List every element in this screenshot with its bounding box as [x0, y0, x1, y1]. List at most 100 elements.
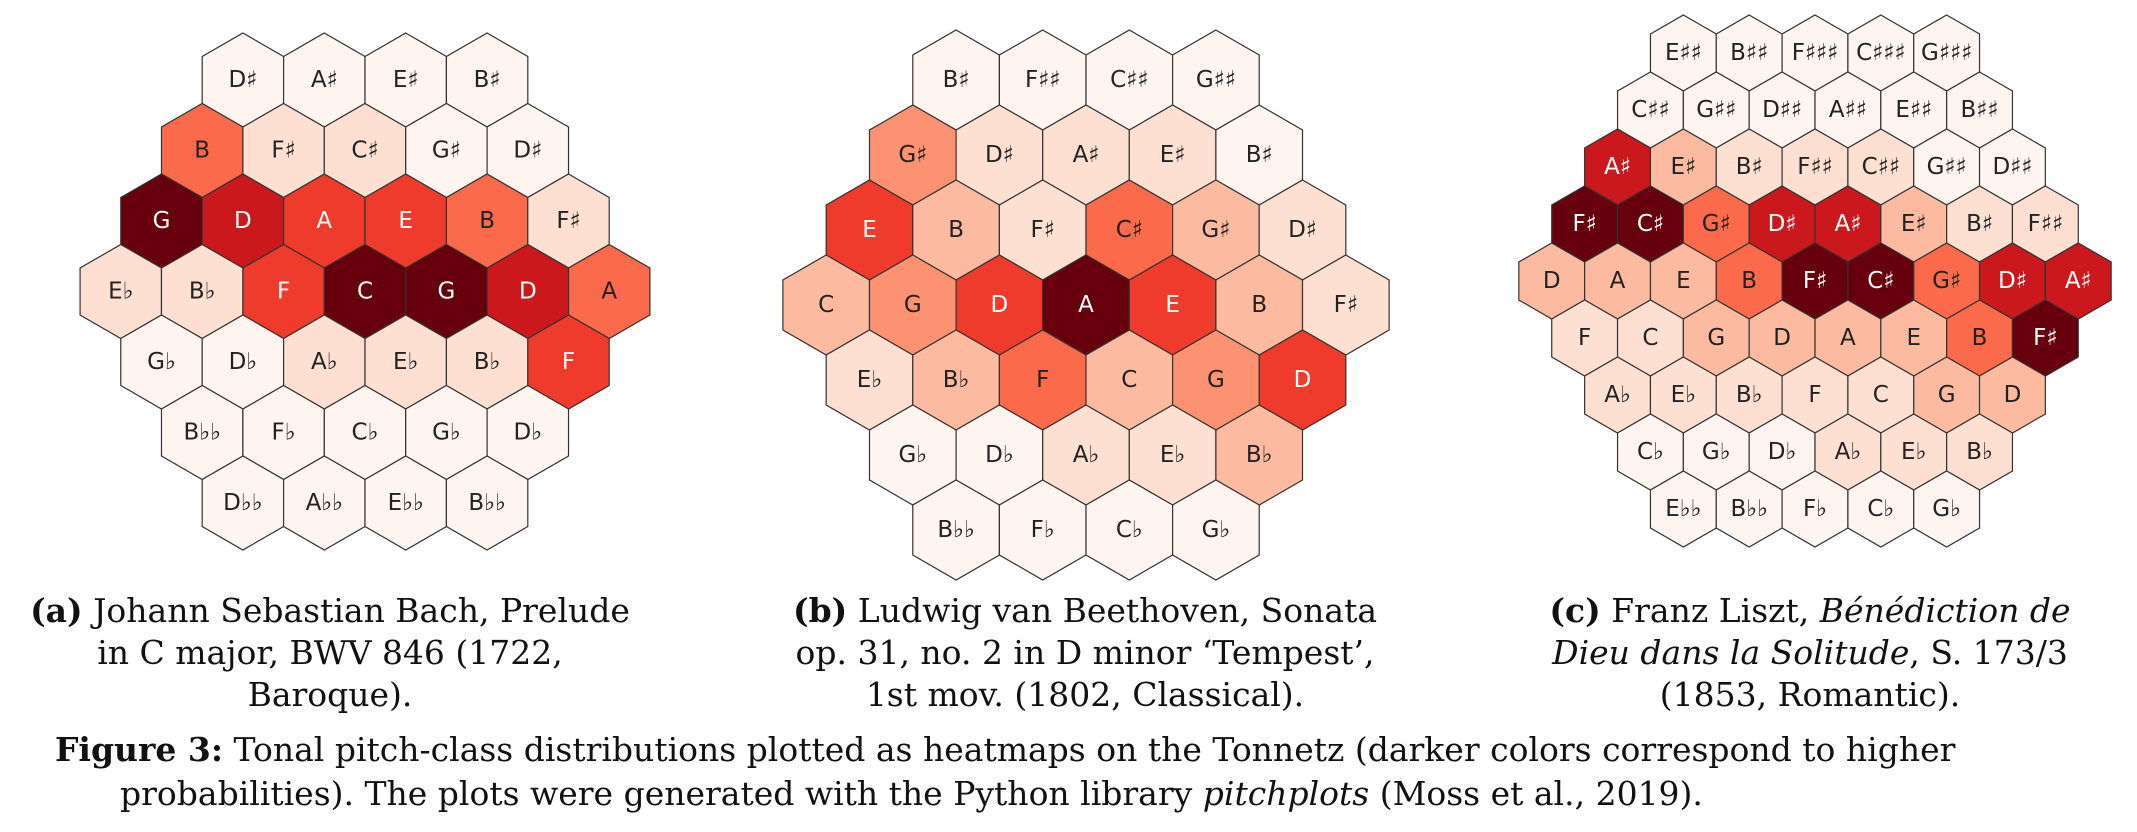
- tonnetz-cell-label: B: [194, 138, 210, 164]
- tonnetz-cell-label: B♯: [1966, 211, 1993, 237]
- tonnetz-cell-label: G♭: [1202, 517, 1231, 543]
- tonnetz-cell-label: C: [1121, 367, 1137, 393]
- figure-label: Figure 3:: [55, 730, 224, 769]
- tonnetz-cell-label: F♯♯: [2028, 211, 2064, 237]
- tonnetz-cell-label: D♭: [229, 349, 258, 375]
- tonnetz-cell-label: A♯: [1604, 154, 1631, 180]
- tonnetz-cell-label: B: [1251, 292, 1267, 318]
- tonnetz-cell-label: E♭♭: [388, 490, 424, 516]
- tonnetz-cell-label: A♯: [2065, 268, 2092, 294]
- tonnetz-cell-label: B♭: [1246, 442, 1273, 468]
- tonnetz-cell-label: F♯: [271, 138, 295, 164]
- tonnetz-cell-label: B♭♭: [468, 490, 505, 516]
- tonnetz-cell-label: B♭: [189, 279, 216, 305]
- tonnetz-cell-label: C♯♯: [1110, 67, 1148, 93]
- tonnetz-cell-label: E: [1165, 292, 1180, 318]
- tonnetz-cell-label: G♭: [1932, 496, 1961, 522]
- tonnetz-cell-label: A♯♯: [1829, 97, 1867, 123]
- tonnetz-cell-label: B♭: [1966, 439, 1993, 465]
- tonnetz-cell-label: C♭: [1637, 439, 1664, 465]
- tonnetz-cell: [445, 455, 529, 551]
- tonnetz-cell-label: A: [1840, 325, 1856, 351]
- tonnetz-cell-label: B♭♭: [937, 517, 974, 543]
- tonnetz-cell-label: G♯♯♯: [1921, 40, 1972, 66]
- tonnetz-cell-label: B♯♯: [1961, 97, 1999, 123]
- tonnetz-cell-label: B♭♭: [1730, 496, 1767, 522]
- caption-panel-c-label: (c): [1549, 591, 1601, 630]
- tonnetz-cell-label: E: [1676, 268, 1691, 294]
- tonnetz-cell-label: C♯♯: [1862, 154, 1900, 180]
- tonnetz-cell-label: B♯♯: [1730, 40, 1768, 66]
- tonnetz-cell-label: A♭: [1073, 442, 1100, 468]
- tonnetz-cell-label: D: [519, 279, 537, 305]
- tonnetz-cell-label: C♯: [351, 138, 378, 164]
- tonnetz-cell-label: G: [437, 279, 455, 305]
- caption-panel-b-text: Ludwig van Beethoven, Sonata op. 31, no.…: [795, 591, 1377, 714]
- tonnetz-cell-label: D♯: [985, 142, 1014, 168]
- tonnetz-cell-label: G♯: [1932, 268, 1961, 294]
- tonnetz-cell-label: D: [2004, 382, 2022, 408]
- caption-panel-a: (a) Johann Sebastian Bach, Prelude in C …: [10, 590, 650, 716]
- tonnetz-cell-label: F: [1578, 325, 1591, 351]
- caption-panel-c-composer: Franz Liszt,: [1611, 591, 1820, 630]
- tonnetz-cell-label: E♭♭: [1665, 496, 1701, 522]
- figure-caption-citation: (Moss et al., 2019).: [1379, 774, 1703, 813]
- tonnetz-cell-label: B♭: [474, 349, 501, 375]
- tonnetz-cell-label: E♯: [1671, 154, 1697, 180]
- tonnetz-cell-label: D: [1294, 367, 1312, 393]
- tonnetz-cell-label: B♯: [1736, 154, 1763, 180]
- tonnetz-cell-label: E: [862, 217, 877, 243]
- tonnetz-cell-label: C♭: [1116, 517, 1143, 543]
- tonnetz-cell-label: B♭: [943, 367, 970, 393]
- tonnetz-cell-label: G: [153, 208, 171, 234]
- caption-panel-a-label: (a): [30, 591, 83, 630]
- tonnetz-cell-label: B♭: [1736, 382, 1763, 408]
- tonnetz-cell-label: C: [357, 279, 373, 305]
- tonnetz-cell-label: C♭: [352, 420, 379, 446]
- caption-panel-c-rest: , S. 173/3 (1853, Romantic).: [1659, 633, 2068, 714]
- tonnetz-cell-label: G♯♯: [1927, 154, 1967, 180]
- tonnetz-cell-label: G: [1207, 367, 1225, 393]
- tonnetz-cell-label: B: [1972, 325, 1988, 351]
- tonnetz-cell-label: E♭: [1160, 442, 1185, 468]
- tonnetz-cell-label: E♯: [1901, 211, 1927, 237]
- tonnetz-cell-label: F♯: [2033, 325, 2057, 351]
- tonnetz-cell-label: E♭: [857, 367, 882, 393]
- tonnetz-cell-label: D♯: [1288, 217, 1317, 243]
- tonnetz-cell-label: E♭: [1901, 439, 1926, 465]
- tonnetz-cell-label: E♭: [393, 349, 418, 375]
- tonnetz-cell-label: C♭: [1867, 496, 1894, 522]
- tonnetz-cell-label: E♭: [108, 279, 133, 305]
- tonnetz-cell-label: F♯♯: [1025, 67, 1061, 93]
- tonnetz-cell-label: G♭: [432, 420, 461, 446]
- tonnetz-cell-label: E♯: [1160, 142, 1186, 168]
- tonnetz-cell-label: E: [1906, 325, 1921, 351]
- tonnetz-cell-label: F: [1808, 382, 1821, 408]
- tonnetz-cell-label: A♯: [311, 67, 338, 93]
- tonnetz-cell-label: F: [277, 279, 290, 305]
- tonnetz-cell-label: C♯♯: [1631, 97, 1669, 123]
- tonnetz-cell-label: G♯: [432, 138, 461, 164]
- tonnetz-cell-label: F♭: [1031, 517, 1055, 543]
- tonnetz-cell-label: E♯♯: [1665, 40, 1702, 66]
- tonnetz-cell-label: C: [818, 292, 834, 318]
- tonnetz-cell-label: D♯: [1768, 211, 1797, 237]
- tonnetz-cell-label: G♯: [1201, 217, 1230, 243]
- tonnetz-cell-label: C♯: [1116, 217, 1143, 243]
- tonnetz-cell-label: A♭: [1604, 382, 1631, 408]
- tonnetz-cell-label: A♭: [311, 349, 338, 375]
- figure-caption-text: Tonal pitch-class distributions plotted …: [120, 730, 1956, 813]
- tonnetz-cell-label: F♯: [1334, 292, 1358, 318]
- tonnetz-cell-label: B♯: [474, 67, 501, 93]
- tonnetz-cell-label: D♯: [228, 67, 257, 93]
- tonnetz-cell-label: G: [1707, 325, 1725, 351]
- tonnetz-cell-label: C♯♯♯: [1856, 40, 1905, 66]
- figure-caption-library: pitchplots: [1202, 774, 1370, 813]
- tonnetz-cell: [1171, 479, 1260, 581]
- tonnetz-cell-label: E♯: [393, 67, 419, 93]
- tonnetz-cell-label: D♭: [985, 442, 1014, 468]
- tonnetz-cell-label: F: [1036, 367, 1049, 393]
- tonnetz-cell-label: E♭: [1671, 382, 1696, 408]
- tonnetz-cell-label: A: [601, 279, 617, 305]
